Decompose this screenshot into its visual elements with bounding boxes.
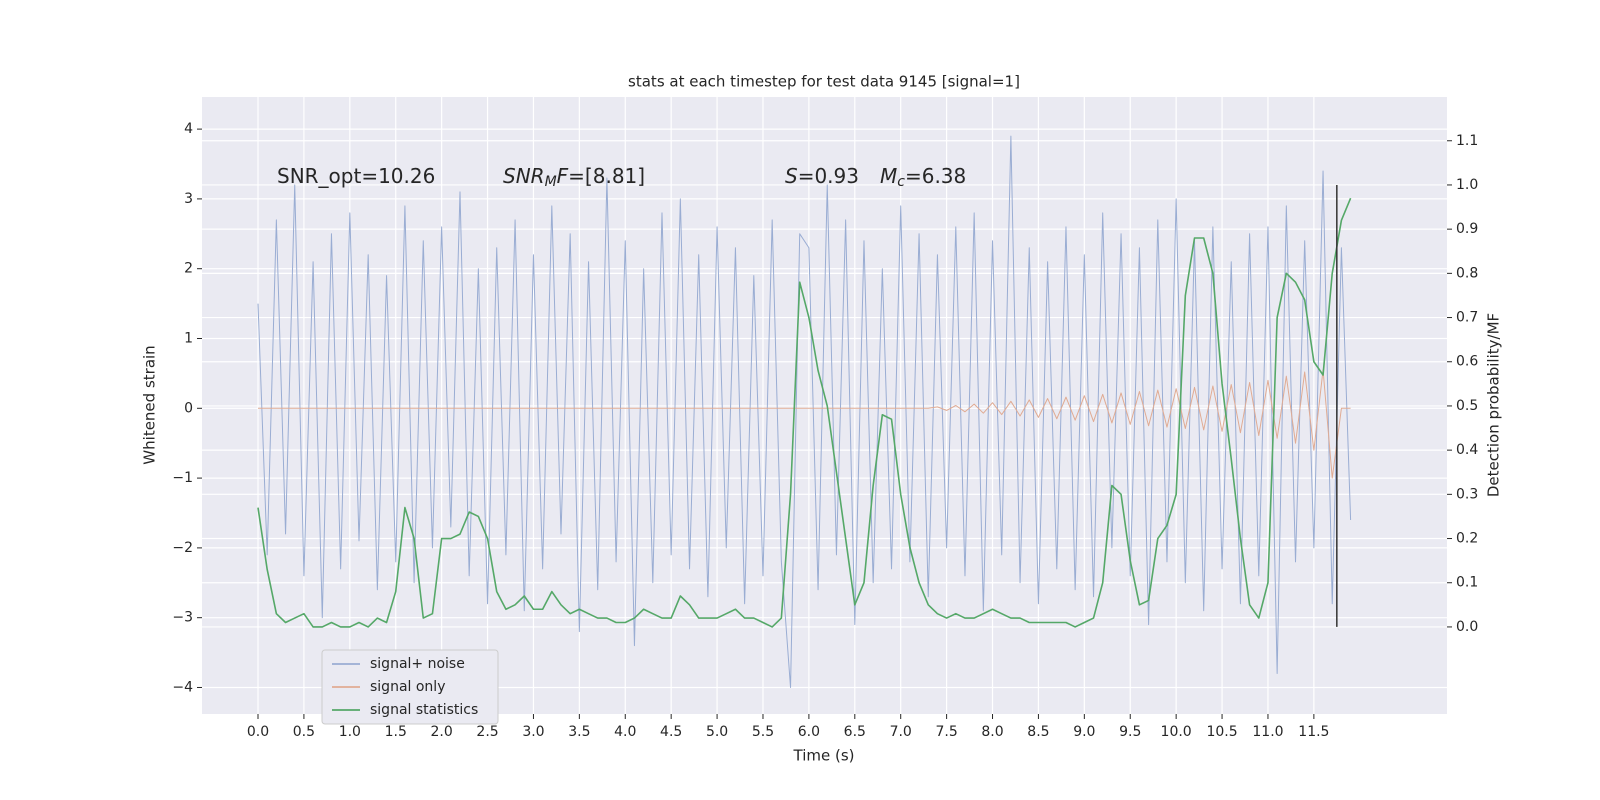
- y2-tick-label: 0.5: [1456, 398, 1478, 414]
- annotation-part: M: [545, 174, 557, 190]
- y2-tick-label: 0.7: [1456, 310, 1478, 326]
- legend-label: signal statistics: [370, 702, 478, 718]
- x-tick-label: 3.5: [568, 724, 590, 740]
- x-tick-label: 11.0: [1252, 724, 1283, 740]
- x-tick-label: 11.5: [1298, 724, 1329, 740]
- y-tick-label: 0: [184, 400, 193, 416]
- x-tick-label: 9.0: [1073, 724, 1095, 740]
- x-tick-label: 9.5: [1119, 724, 1141, 740]
- y2-tick-label: 1.0: [1456, 177, 1478, 193]
- x-tick-label: 4.5: [660, 724, 682, 740]
- series-line: [258, 369, 1351, 479]
- x-tick-label: 10.0: [1161, 724, 1192, 740]
- x-tick-label: 8.0: [981, 724, 1003, 740]
- x-tick-label: 6.0: [798, 724, 820, 740]
- y-tick-label: −2: [172, 540, 193, 556]
- x-tick-label: 10.5: [1206, 724, 1237, 740]
- x-tick-label: 1.0: [339, 724, 361, 740]
- y2-axis-label: Detection probability/MF: [1485, 313, 1503, 497]
- y-tick-label: 2: [184, 261, 193, 277]
- legend-label: signal only: [370, 679, 445, 695]
- y2-tick-label: 0.9: [1456, 221, 1478, 237]
- x-tick-label: 4.0: [614, 724, 636, 740]
- annotation-part: =[8.81]: [568, 164, 645, 188]
- x-tick-label: 2.0: [431, 724, 453, 740]
- annotation-part: F: [557, 164, 569, 188]
- x-tick-label: 3.0: [522, 724, 544, 740]
- y2-tick-label: 1.1: [1456, 133, 1478, 149]
- annotation-part: =6.38: [905, 164, 966, 188]
- annotation-part: SNR: [503, 164, 545, 188]
- x-tick-label: 2.5: [476, 724, 498, 740]
- annotation-part: M: [880, 164, 897, 188]
- y2-tick-label: 0.8: [1456, 265, 1478, 281]
- legend-box: [321, 649, 499, 725]
- x-axis-label: Time (s): [793, 747, 855, 765]
- x-tick-label: 7.5: [935, 724, 957, 740]
- x-tick-label: 8.5: [1027, 724, 1049, 740]
- y-tick-label: −4: [172, 679, 193, 695]
- y-tick-label: 1: [184, 330, 193, 346]
- chart-title: stats at each timestep for test data 914…: [628, 73, 1020, 91]
- annotation-part: SNR_opt=10.26: [277, 164, 435, 188]
- y-tick-label: 4: [184, 121, 193, 137]
- x-tick-label: 0.0: [247, 724, 269, 740]
- y2-tick-label: 0.2: [1456, 531, 1478, 547]
- y2-tick-label: 0.1: [1456, 575, 1478, 591]
- x-tick-label: 6.5: [844, 724, 866, 740]
- annotation: SNR_opt=10.26: [277, 164, 435, 188]
- x-tick-label: 0.5: [293, 724, 315, 740]
- y-tick-label: −3: [172, 610, 193, 626]
- series-line: [257, 135, 1352, 688]
- x-tick-label: 7.0: [890, 724, 912, 740]
- annotation-part: c: [897, 174, 905, 190]
- y-axis-label: Whitened strain: [141, 345, 159, 464]
- y-tick-label: 3: [184, 191, 193, 207]
- y2-tick-label: 0.3: [1456, 486, 1478, 502]
- x-tick-label: 5.0: [706, 724, 728, 740]
- annotation-part: =0.93: [798, 164, 859, 188]
- y-tick-label: −1: [172, 470, 193, 486]
- legend-label: signal+ noise: [370, 656, 465, 672]
- series-line: [257, 197, 1352, 628]
- y2-tick-label: 0.4: [1456, 442, 1478, 458]
- x-tick-label: 5.5: [752, 724, 774, 740]
- annotation: SNRMF=[8.81]: [503, 164, 645, 191]
- annotation: S=0.93: [785, 164, 859, 188]
- annotation: Mc=6.38: [880, 164, 966, 191]
- annotation-part: S: [785, 164, 798, 188]
- y2-tick-label: 0.0: [1456, 619, 1478, 635]
- y2-tick-label: 0.6: [1456, 354, 1478, 370]
- x-tick-label: 1.5: [385, 724, 407, 740]
